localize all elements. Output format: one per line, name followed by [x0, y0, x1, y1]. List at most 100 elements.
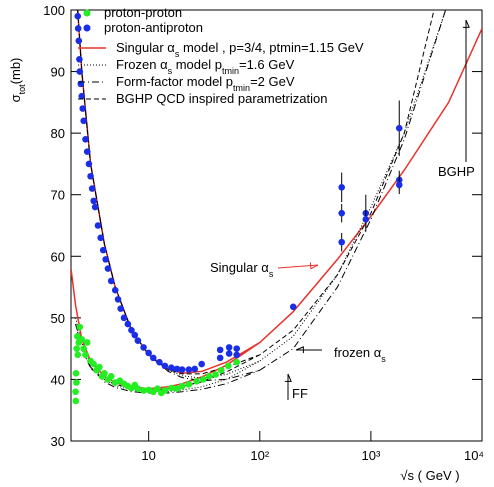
data-point — [83, 339, 91, 346]
legend-label-part: model , p=3/4, ptmin=1.15 GeV — [179, 40, 364, 55]
legend-label: proton-antiproton — [104, 20, 203, 35]
data-point — [85, 160, 93, 168]
legend-label-part: s — [175, 49, 180, 59]
legend-label-part: tmin — [222, 66, 239, 76]
data-point — [217, 366, 225, 374]
data-point — [178, 382, 186, 390]
model-curve — [75, 10, 447, 394]
data-point — [82, 351, 89, 359]
data-point — [168, 384, 175, 392]
legend-label-part: proton-proton — [104, 5, 182, 20]
data-point — [338, 184, 345, 191]
data-point — [90, 360, 97, 368]
x-tick-label: 10⁴ — [464, 448, 484, 463]
legend-label-part: Frozen α — [116, 57, 168, 72]
y-tick-label: 30 — [51, 434, 65, 449]
data-point — [198, 360, 205, 368]
data-point — [102, 256, 109, 263]
data-point — [82, 136, 89, 143]
data-point — [225, 350, 233, 357]
data-point — [76, 55, 83, 63]
legend-marker — [83, 24, 91, 32]
annotation: FF — [292, 386, 308, 401]
y-tick-label: 60 — [51, 249, 65, 264]
data-point — [73, 379, 80, 386]
legend-label: proton-proton — [104, 5, 182, 20]
legend-marker — [83, 9, 91, 17]
legend-label: Singular αs model , p=3/4, ptmin=1.15 Ge… — [116, 40, 364, 59]
data-point — [156, 358, 163, 366]
data-point — [178, 366, 186, 373]
annotation-part: Singular α — [210, 260, 269, 275]
data-point — [76, 68, 84, 75]
data-point — [101, 369, 108, 377]
data-point — [395, 181, 403, 189]
data-point — [233, 358, 241, 366]
data-point — [72, 388, 79, 396]
data-point — [212, 371, 219, 378]
x-tick-label: 10² — [250, 448, 269, 463]
data-point — [362, 216, 370, 223]
x-tick-label: 10³ — [361, 448, 380, 463]
legend-label-part: =1.6 GeV — [239, 57, 295, 72]
data-point — [216, 354, 224, 362]
legend-label-part: =2 GeV — [250, 74, 295, 89]
annotation-part: s — [269, 269, 274, 279]
data-point — [74, 25, 82, 32]
y-tick-label: 70 — [51, 188, 65, 203]
annotation: BGHP — [438, 164, 475, 179]
data-point — [107, 277, 115, 285]
data-point — [107, 373, 115, 380]
legend-label-part: Form-factor model p — [116, 74, 233, 89]
plot-frame — [70, 9, 483, 442]
data-point — [74, 12, 82, 20]
data-point — [128, 326, 135, 334]
data-point — [94, 222, 102, 229]
arrow-head — [462, 19, 470, 28]
data-point — [140, 387, 147, 394]
data-point — [73, 345, 80, 352]
legend-label-part: Singular α — [116, 40, 175, 55]
data-point — [193, 377, 200, 385]
data-point — [124, 320, 132, 328]
data-point — [91, 203, 99, 211]
data-point — [205, 373, 213, 380]
arrow-head — [284, 373, 292, 382]
data-point — [111, 286, 119, 294]
y-axis-label: σtot(mb) — [8, 58, 27, 103]
legend-label-part: s — [168, 66, 173, 76]
data-point — [145, 349, 152, 357]
annotation-part: FF — [292, 386, 308, 401]
data-point — [114, 296, 122, 303]
data-point — [99, 246, 107, 254]
y-tick-label: 90 — [51, 65, 65, 80]
y-tick-label: 40 — [51, 372, 65, 387]
data-point — [72, 397, 80, 405]
data-point — [191, 365, 199, 373]
data-point — [78, 92, 86, 100]
legend-label-part: proton-antiproton — [104, 20, 203, 35]
data-point — [289, 303, 297, 311]
annotation: frozen αs — [334, 345, 386, 364]
y-tick-label: 100 — [43, 3, 65, 18]
legend-label-part: BGHP QCD inspired parametrization — [116, 91, 327, 106]
legend-label: BGHP QCD inspired parametrization — [116, 91, 327, 106]
plot-area — [71, 10, 482, 405]
data-point — [134, 337, 142, 344]
x-axis-label: √s ( GeV ) — [400, 468, 459, 483]
data-point — [87, 172, 94, 180]
data-point — [225, 344, 233, 351]
data-point — [80, 117, 87, 125]
data-point — [96, 363, 103, 371]
data-point — [149, 354, 157, 362]
data-point — [140, 344, 147, 351]
arrow-head — [295, 346, 304, 354]
data-point — [338, 238, 345, 246]
data-point — [88, 185, 96, 192]
data-point — [104, 265, 112, 272]
data-point — [83, 148, 91, 155]
data-point — [233, 345, 241, 352]
data-point — [76, 323, 84, 331]
data-point — [79, 105, 87, 112]
